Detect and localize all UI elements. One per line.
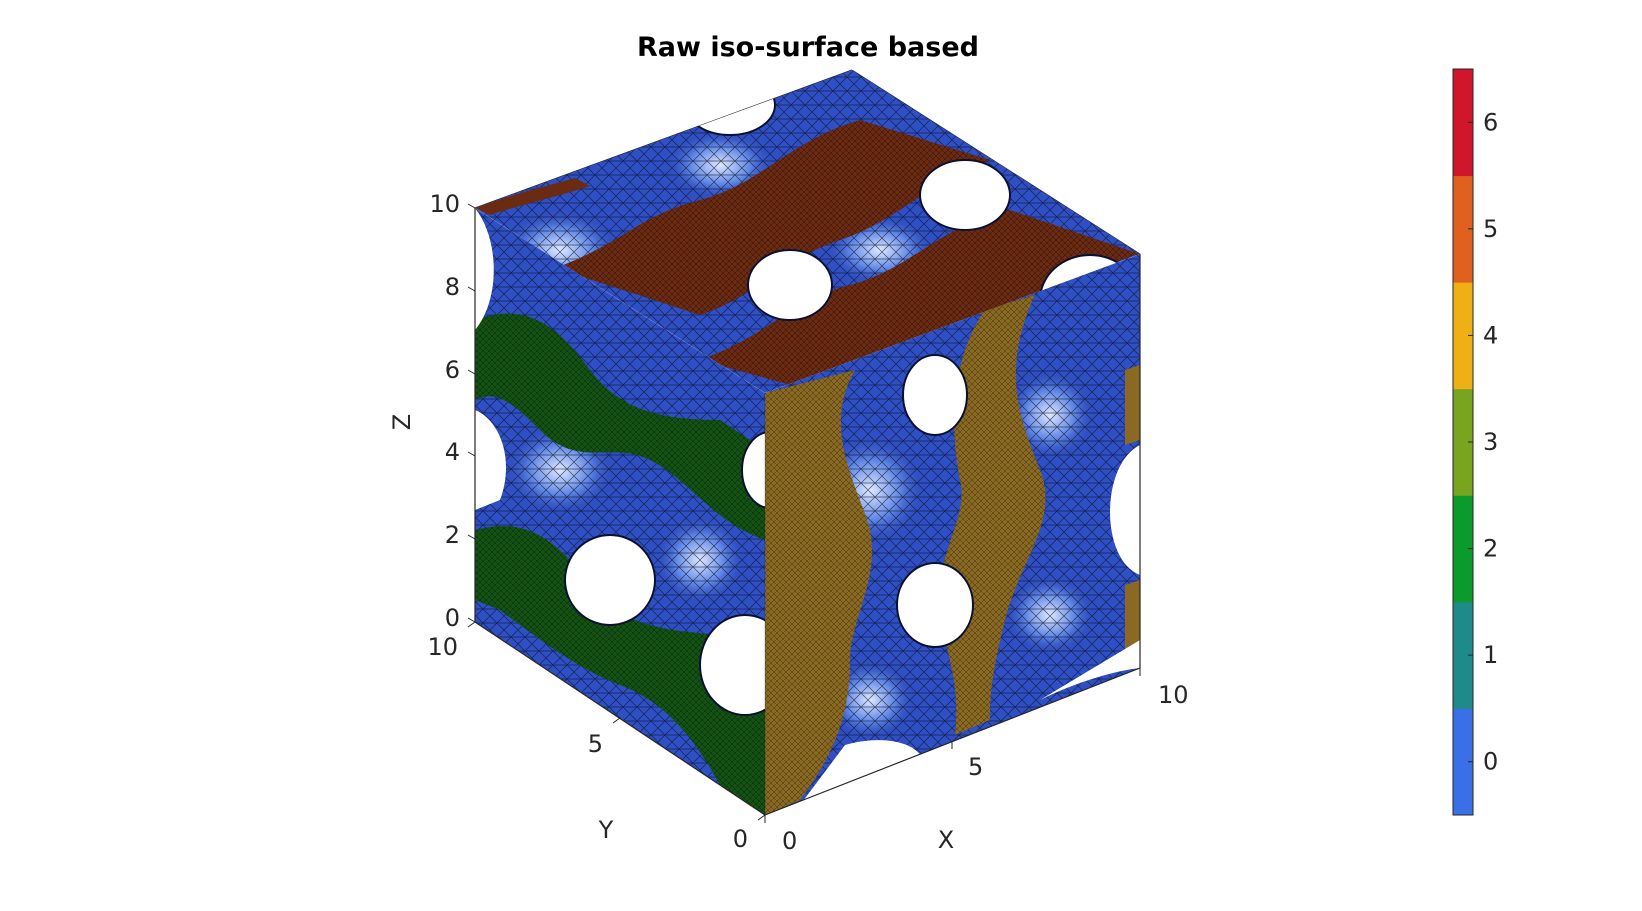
z-tick-0: 0 [445, 604, 460, 632]
chart-title: Raw iso-surface based [637, 32, 979, 63]
x-tick-10: 10 [1158, 681, 1189, 709]
colorbar-tick-label: 1 [1483, 641, 1498, 669]
colorbar-tick-label: 6 [1483, 108, 1498, 136]
y-tick-0: 0 [733, 825, 748, 853]
colorbar-segment [1453, 495, 1473, 603]
y-tick-5: 5 [588, 730, 603, 758]
cube-left-face [475, 208, 765, 815]
tick-marks [467, 203, 1141, 823]
colorbar-tick-label: 5 [1483, 215, 1498, 243]
colorbar: 0 1 2 3 4 5 6 [1452, 68, 1498, 816]
colorbar-segment [1453, 69, 1473, 177]
y-tick-labels: 10 5 0 [427, 633, 748, 853]
colorbar-segment [1453, 708, 1473, 816]
x-tick-labels: 0 5 10 [782, 681, 1189, 855]
x-axis-label: X [938, 826, 954, 854]
colorbar-tick-label: 4 [1483, 321, 1498, 349]
z-tick-10: 10 [429, 190, 460, 218]
z-tick-2: 2 [445, 521, 460, 549]
z-tick-4: 4 [445, 438, 460, 466]
colorbar-tick-label: 3 [1483, 428, 1498, 456]
colorbar-segment [1453, 282, 1473, 390]
colorbar-segment [1453, 388, 1473, 496]
z-tick-6: 6 [445, 356, 460, 384]
cube-top-face [475, 70, 1140, 393]
colorbar-tick-label: 0 [1483, 748, 1498, 776]
x-tick-5: 5 [968, 753, 983, 781]
cube-right-face [765, 254, 1140, 815]
z-tick-labels: 0 2 4 6 8 10 [429, 190, 460, 632]
colorbar-tick-label: 2 [1483, 535, 1498, 563]
y-axis-label: Y [598, 816, 614, 844]
x-tick-0: 0 [782, 827, 797, 855]
z-tick-8: 8 [445, 273, 460, 301]
z-axis-label: Z [388, 414, 416, 430]
colorbar-segment [1453, 175, 1473, 283]
colorbar-segment [1453, 601, 1473, 709]
y-tick-10: 10 [427, 633, 458, 661]
